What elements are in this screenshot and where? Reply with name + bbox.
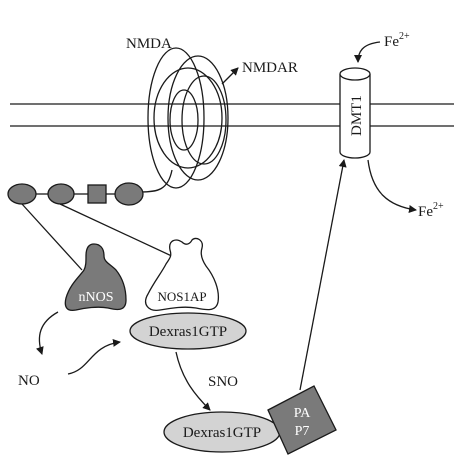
no-to-dexras-arrow: [67, 338, 121, 375]
dmt1-transporter: [339, 67, 371, 159]
pap7-label-line2: P7: [295, 424, 310, 439]
nos1ap-label: NOS1AP: [157, 289, 206, 304]
nmda-label: NMDA: [126, 36, 172, 52]
pap7-to-dmt1-arrow: [299, 159, 347, 391]
nnos-protein: [64, 243, 127, 312]
dexras1gtp-top-label: Dexras1GTP: [149, 324, 227, 340]
fe-exit-arrow: [367, 159, 417, 213]
fe-in-label: Fe2+: [384, 31, 410, 50]
domain-oval-2: [47, 183, 75, 205]
nmdar-pointer-arrow: [221, 67, 239, 85]
domain-square: [87, 184, 107, 204]
nos1ap-protein: [145, 237, 220, 311]
link-domain-nos1ap: [59, 203, 177, 259]
domain-oval-3: [114, 182, 144, 206]
no-label: NO: [18, 373, 40, 389]
link-domain-nnos: [21, 203, 83, 271]
dexras1gtp-top: [129, 312, 247, 350]
cell-membrane: [10, 103, 454, 127]
fe-out-label: Fe2+: [418, 201, 444, 220]
nmda-receptor: [147, 47, 229, 189]
dexras1gtp-bottom-label: Dexras1GTP: [183, 425, 261, 441]
dmt1-label: DMT1: [349, 95, 365, 136]
scaffold-domain-chain: [7, 182, 144, 206]
nnos-to-no-arrow: [35, 311, 59, 355]
fe-entry-arrow: [354, 41, 381, 63]
sno-label: SNO: [208, 374, 238, 390]
nmdar-label: NMDAR: [242, 60, 298, 76]
domain-oval-1: [7, 183, 37, 205]
dexras-sno-arrow: [175, 351, 211, 411]
pap7-protein: [267, 385, 337, 455]
receptor-tether: [139, 169, 173, 193]
nnos-label: nNOS: [78, 290, 113, 305]
pap7-label-line1: PA: [294, 406, 312, 421]
